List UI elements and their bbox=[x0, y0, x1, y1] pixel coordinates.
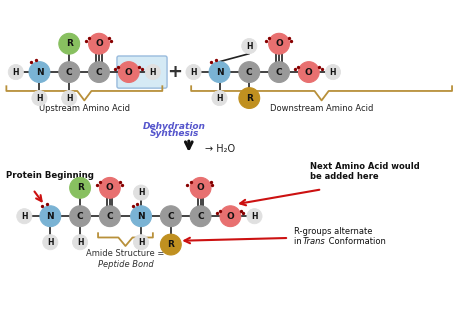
Circle shape bbox=[134, 185, 149, 200]
Text: H: H bbox=[47, 238, 54, 247]
Text: O: O bbox=[275, 39, 283, 48]
Text: Synthesis: Synthesis bbox=[150, 129, 199, 138]
Circle shape bbox=[146, 64, 160, 80]
Text: be added here: be added here bbox=[310, 172, 379, 181]
Text: O: O bbox=[95, 39, 103, 48]
Text: Next Amino Acid would: Next Amino Acid would bbox=[310, 162, 420, 171]
Text: C: C bbox=[197, 212, 204, 221]
Circle shape bbox=[269, 62, 290, 83]
Text: O: O bbox=[197, 183, 204, 192]
Circle shape bbox=[59, 33, 80, 54]
Text: N: N bbox=[46, 212, 54, 221]
Circle shape bbox=[160, 234, 181, 255]
Circle shape bbox=[59, 62, 80, 83]
Circle shape bbox=[29, 62, 50, 83]
Circle shape bbox=[134, 235, 149, 250]
Text: C: C bbox=[66, 68, 73, 77]
Text: R: R bbox=[66, 39, 73, 48]
Text: C: C bbox=[107, 212, 113, 221]
Circle shape bbox=[43, 235, 58, 250]
Text: Downstream Amino Acid: Downstream Amino Acid bbox=[270, 104, 374, 113]
Text: H: H bbox=[66, 93, 73, 103]
Text: H: H bbox=[138, 188, 144, 197]
Circle shape bbox=[160, 206, 181, 226]
Text: H: H bbox=[246, 41, 253, 51]
Text: O: O bbox=[305, 68, 313, 77]
Circle shape bbox=[70, 177, 91, 198]
Text: H: H bbox=[330, 68, 336, 77]
Circle shape bbox=[190, 177, 211, 198]
Text: +: + bbox=[167, 63, 182, 81]
Text: Trans: Trans bbox=[302, 237, 325, 246]
Circle shape bbox=[32, 91, 47, 106]
Text: H: H bbox=[190, 68, 197, 77]
Circle shape bbox=[62, 91, 77, 106]
Circle shape bbox=[40, 206, 61, 226]
Text: R: R bbox=[167, 240, 174, 249]
Circle shape bbox=[220, 206, 241, 226]
Text: H: H bbox=[251, 212, 258, 221]
Circle shape bbox=[247, 209, 262, 224]
Text: N: N bbox=[216, 68, 223, 77]
Text: H: H bbox=[138, 238, 144, 247]
Text: Protein Beginning: Protein Beginning bbox=[6, 171, 94, 180]
Text: C: C bbox=[276, 68, 283, 77]
Text: O: O bbox=[106, 183, 114, 192]
Circle shape bbox=[100, 177, 120, 198]
Circle shape bbox=[242, 39, 257, 54]
Circle shape bbox=[89, 62, 109, 83]
Text: Amide Structure =: Amide Structure = bbox=[86, 249, 164, 258]
Text: H: H bbox=[150, 68, 156, 77]
Circle shape bbox=[70, 206, 91, 226]
Text: → H₂O: → H₂O bbox=[205, 144, 236, 154]
Text: N: N bbox=[137, 212, 145, 221]
Text: N: N bbox=[36, 68, 43, 77]
Text: Upstream Amino Acid: Upstream Amino Acid bbox=[39, 104, 130, 113]
Circle shape bbox=[17, 209, 32, 224]
Circle shape bbox=[269, 33, 290, 54]
Text: O: O bbox=[227, 212, 234, 221]
Text: Peptide Bond: Peptide Bond bbox=[98, 260, 153, 269]
Circle shape bbox=[8, 64, 23, 80]
Circle shape bbox=[89, 33, 109, 54]
Text: H: H bbox=[216, 93, 223, 103]
Text: C: C bbox=[246, 68, 253, 77]
Text: R-groups alternate: R-groups alternate bbox=[294, 227, 372, 236]
Text: H: H bbox=[36, 93, 43, 103]
Circle shape bbox=[73, 235, 88, 250]
Text: Conformation: Conformation bbox=[326, 237, 386, 246]
Text: in: in bbox=[294, 237, 304, 246]
Text: C: C bbox=[77, 212, 83, 221]
Text: C: C bbox=[96, 68, 102, 77]
Text: H: H bbox=[21, 212, 27, 221]
Circle shape bbox=[190, 206, 211, 226]
Circle shape bbox=[100, 206, 120, 226]
Circle shape bbox=[209, 62, 230, 83]
Text: R: R bbox=[246, 93, 253, 103]
Circle shape bbox=[186, 64, 201, 80]
Circle shape bbox=[239, 62, 260, 83]
Text: H: H bbox=[13, 68, 19, 77]
Circle shape bbox=[118, 62, 139, 83]
Circle shape bbox=[131, 206, 152, 226]
Circle shape bbox=[212, 91, 227, 106]
Text: Dehydration: Dehydration bbox=[143, 122, 206, 131]
Circle shape bbox=[299, 62, 319, 83]
Text: R: R bbox=[77, 183, 83, 192]
Circle shape bbox=[239, 88, 260, 108]
Text: C: C bbox=[167, 212, 174, 221]
Text: O: O bbox=[125, 68, 133, 77]
Text: H: H bbox=[77, 238, 83, 247]
FancyBboxPatch shape bbox=[117, 56, 167, 88]
Circle shape bbox=[325, 64, 340, 80]
